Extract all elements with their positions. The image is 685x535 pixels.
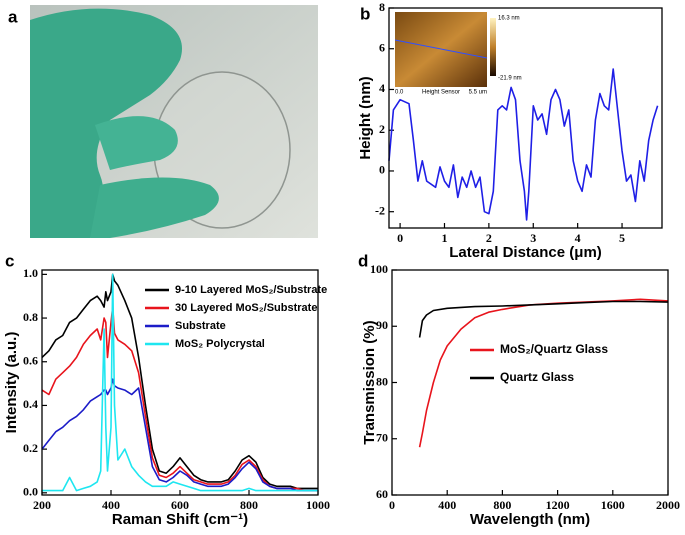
plot-frame xyxy=(388,7,663,229)
glove-finger xyxy=(95,116,178,170)
glove-thumb xyxy=(90,177,219,238)
x-tick-label: 800 xyxy=(493,498,511,512)
legend-label: Substrate xyxy=(175,320,226,332)
x-tick-label: 5 xyxy=(619,231,625,245)
panel-label: b xyxy=(360,4,370,23)
y-tick-label: 80 xyxy=(376,374,388,388)
y-tick-label: 6 xyxy=(379,40,385,54)
x-tick-label: 4 xyxy=(575,231,581,245)
series-line xyxy=(41,306,318,492)
series-line xyxy=(42,273,318,492)
y-tick-label: 0.8 xyxy=(23,310,38,324)
afm-scan-line xyxy=(394,39,488,59)
y-tick-label: 0.0 xyxy=(23,485,38,499)
y-axis-label: Transmission (%) xyxy=(361,320,378,444)
y-tick-label: 70 xyxy=(376,431,388,445)
y-tick-label: 60 xyxy=(376,487,388,501)
y-tick-label: 0 xyxy=(379,163,385,177)
y-tick-label: 1.0 xyxy=(23,266,38,280)
legend-label: Quartz Glass xyxy=(500,370,574,384)
inset-caption: Height Sensor xyxy=(422,90,460,96)
inset-x-end: 5.5 um xyxy=(469,90,487,96)
legend-label: 30 Layered MoS₂/Substrate xyxy=(175,302,317,314)
x-tick-label: 600 xyxy=(171,498,189,512)
x-tick-label: 2000 xyxy=(656,498,680,512)
legend-label: 9-10 Layered MoS₂/Substrate xyxy=(175,284,327,296)
panel-label: c xyxy=(5,251,14,270)
x-tick-label: 0 xyxy=(397,231,403,245)
y-tick-label: 8 xyxy=(379,0,385,14)
photo: a xyxy=(8,5,318,239)
x-tick-label: 2 xyxy=(486,231,492,245)
y-tick-label: 0.6 xyxy=(23,353,38,367)
y-axis-label: Height (nm) xyxy=(357,76,374,159)
plot-frame xyxy=(391,269,669,496)
x-axis-label: Raman Shift (cm⁻¹) xyxy=(112,511,248,528)
plot-frame xyxy=(41,269,319,496)
y-axis-label: Intensity (a.u.) xyxy=(3,332,20,434)
series-line xyxy=(418,300,669,338)
legend-label: MoS₂/Quartz Glass xyxy=(500,342,608,356)
x-tick-label: 200 xyxy=(33,498,51,512)
y-tick-label: 90 xyxy=(376,318,388,332)
panel-label: a xyxy=(8,7,18,26)
series-line xyxy=(388,68,659,221)
y-tick-label: 0.2 xyxy=(23,441,38,455)
y-tick-label: 2 xyxy=(379,122,385,136)
y-tick-label: -2 xyxy=(375,203,385,217)
inset-x-start: 0.0 xyxy=(395,90,404,96)
x-tick-label: 1 xyxy=(441,231,447,245)
x-tick-label: 1600 xyxy=(601,498,625,512)
x-tick-label: 800 xyxy=(240,498,258,512)
x-axis-label: Lateral Distance (μm) xyxy=(449,244,602,261)
color-bar xyxy=(490,18,496,76)
x-tick-label: 1200 xyxy=(546,498,570,512)
x-tick-label: 400 xyxy=(102,498,120,512)
x-tick-label: 3 xyxy=(530,231,536,245)
y-tick-label: 100 xyxy=(370,262,388,276)
y-tick-label: 4 xyxy=(379,81,385,95)
legend-label: MoS₂ Polycrystal xyxy=(175,338,265,350)
x-tick-label: 1000 xyxy=(306,498,330,512)
series-line xyxy=(41,378,318,492)
x-tick-label: 0 xyxy=(389,498,395,512)
series-line xyxy=(41,273,318,490)
y-tick-label: 0.4 xyxy=(23,397,38,411)
panel-label: d xyxy=(358,251,368,270)
x-axis-label: Wavelength (nm) xyxy=(470,511,590,528)
x-tick-label: 400 xyxy=(438,498,456,512)
inset-scale-min: -21.9 nm xyxy=(498,76,522,82)
inset-scale-max: 16.3 nm xyxy=(498,16,520,22)
